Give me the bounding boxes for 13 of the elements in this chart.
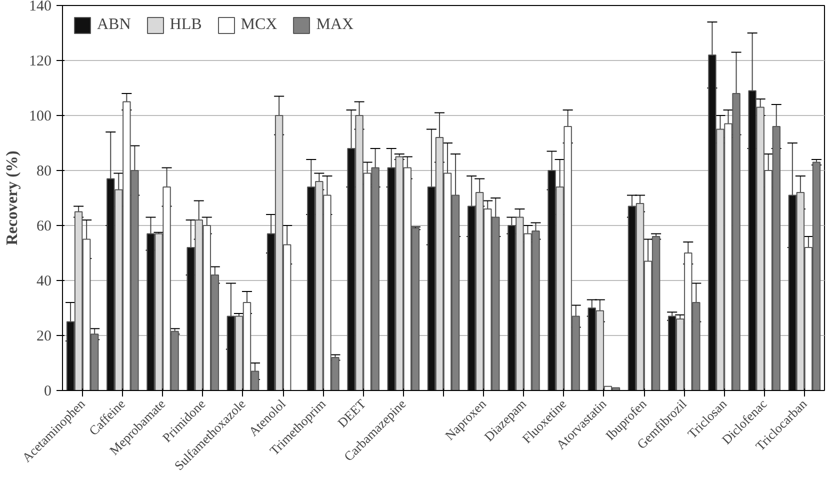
legend-label: MCX — [240, 16, 278, 34]
y-tick-label: 80 — [36, 164, 52, 180]
legend-label: MAX — [316, 16, 354, 34]
y-tick-label: 60 — [36, 218, 52, 234]
y-tick-label: 40 — [36, 274, 52, 290]
y-tick-label: 140 — [29, 0, 52, 14]
y-tick-label: 120 — [29, 54, 52, 70]
y-axis-title: Recovery (%) — [4, 150, 21, 246]
y-tick-label: 20 — [36, 328, 52, 344]
legend-label: HLB — [170, 16, 202, 34]
legend-label: ABN — [97, 16, 131, 34]
y-tick-label: 0 — [44, 384, 52, 400]
y-tick-label: 100 — [29, 108, 52, 124]
